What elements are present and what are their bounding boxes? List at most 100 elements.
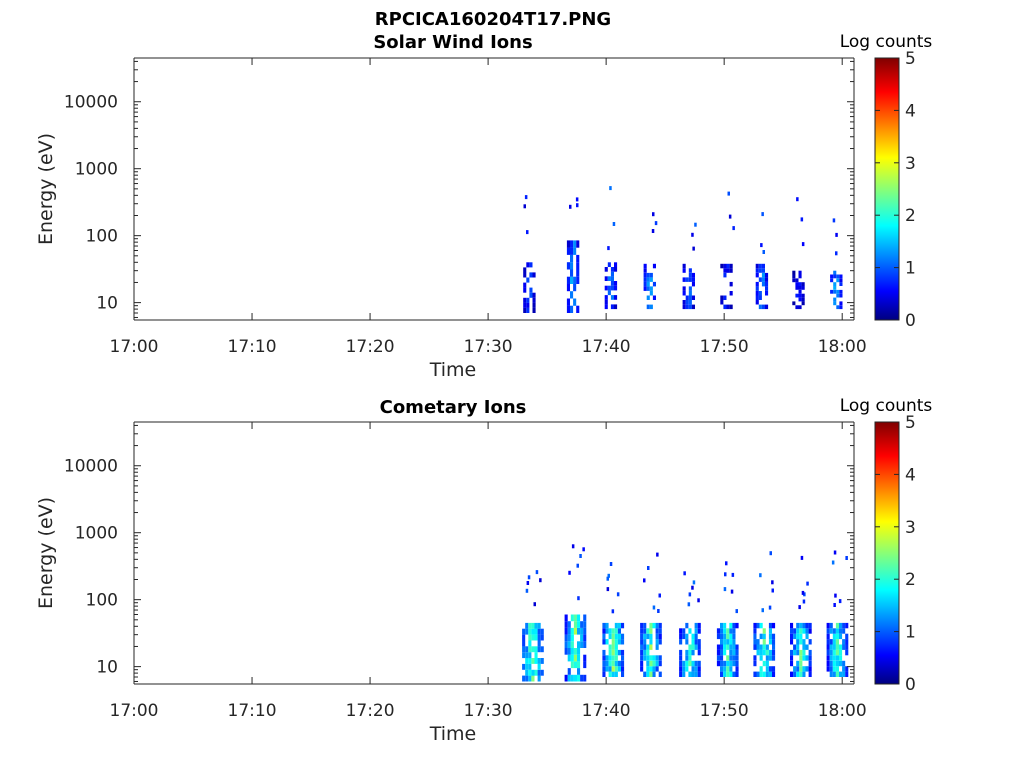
data-cell xyxy=(796,671,800,677)
data-cell xyxy=(529,287,533,293)
data-cell xyxy=(646,633,650,640)
data-cell xyxy=(796,639,800,645)
data-cell xyxy=(697,666,701,672)
data-cell xyxy=(608,628,612,634)
burst xyxy=(792,197,805,310)
data-cell xyxy=(798,270,802,275)
burst xyxy=(522,570,544,682)
data-cell xyxy=(694,671,698,677)
data-cell xyxy=(716,649,720,656)
data-cell xyxy=(606,587,610,592)
data-cell xyxy=(842,622,846,629)
data-cell xyxy=(697,622,701,629)
data-cell xyxy=(566,283,570,292)
data-cell xyxy=(808,671,812,677)
data-cell xyxy=(570,648,574,655)
y-tick-label: 100 xyxy=(86,591,118,611)
colorbar-tick-label: 0 xyxy=(905,311,916,331)
data-cell xyxy=(567,654,571,662)
data-cell xyxy=(839,293,843,298)
data-cell xyxy=(723,628,727,634)
data-cell xyxy=(839,282,843,286)
data-cell xyxy=(691,272,695,278)
data-cell xyxy=(839,633,843,640)
data-cell xyxy=(577,668,581,675)
data-cell xyxy=(758,268,762,273)
data-cell xyxy=(691,585,694,590)
data-cell xyxy=(694,622,698,629)
data-cell xyxy=(762,649,766,656)
data-cell xyxy=(762,644,766,650)
data-cell xyxy=(808,666,812,672)
data-cell xyxy=(835,633,839,640)
data-cell xyxy=(723,295,727,300)
data-cell xyxy=(832,628,836,634)
data-cell xyxy=(772,644,776,650)
data-cell xyxy=(525,663,529,670)
data-cell xyxy=(685,649,689,656)
data-cell xyxy=(573,283,577,292)
data-cell xyxy=(839,649,843,656)
data-cell xyxy=(832,666,836,672)
data-cell xyxy=(768,639,772,645)
data-cell xyxy=(735,609,738,614)
data-cell xyxy=(826,639,830,645)
data-cell xyxy=(790,649,794,656)
data-cell xyxy=(805,622,809,629)
data-cell xyxy=(732,628,736,634)
burst xyxy=(564,544,587,682)
data-cell xyxy=(658,633,662,640)
data-cell xyxy=(694,644,698,650)
panel-title: Solar Wind Ions xyxy=(373,32,532,53)
data-cell xyxy=(570,262,574,270)
data-cell xyxy=(614,267,618,272)
data-cell xyxy=(573,674,577,682)
data-cell xyxy=(826,649,830,656)
data-cell xyxy=(798,282,802,286)
data-cell xyxy=(688,592,692,597)
data-cell xyxy=(577,674,581,682)
data-cell xyxy=(531,628,535,635)
data-cell xyxy=(614,304,618,310)
data-cell xyxy=(805,666,809,672)
data-cell xyxy=(723,263,727,269)
data-cell xyxy=(842,644,846,650)
data-cell xyxy=(801,293,805,298)
data-cell xyxy=(566,247,570,255)
data-cell xyxy=(691,639,695,645)
data-cell xyxy=(640,622,644,629)
data-cell xyxy=(801,286,805,290)
data-cell xyxy=(534,646,538,653)
data-cell xyxy=(640,628,644,634)
data-cell xyxy=(611,609,615,614)
data-cell xyxy=(688,300,692,305)
data-cell xyxy=(761,608,764,613)
data-cell xyxy=(567,641,571,648)
data-cell xyxy=(610,285,614,291)
data-cell xyxy=(649,655,653,661)
data-cell xyxy=(755,286,759,291)
data-cell xyxy=(795,282,799,286)
data-cell xyxy=(580,627,584,635)
data-cell xyxy=(646,671,650,677)
data-cell xyxy=(753,622,757,629)
data-cell xyxy=(796,660,800,667)
data-cell xyxy=(573,247,577,255)
data-cell xyxy=(602,622,606,629)
data-cell xyxy=(646,286,650,291)
data-cell xyxy=(805,628,809,634)
data-cell xyxy=(762,633,766,640)
data-cell xyxy=(735,622,739,629)
data-cell xyxy=(723,644,727,650)
data-cell xyxy=(522,640,526,647)
data-cell xyxy=(762,628,766,634)
data-cell xyxy=(720,300,724,305)
data-cell xyxy=(753,671,757,677)
data-cell xyxy=(605,660,609,667)
data-cell xyxy=(649,286,653,291)
data-cell xyxy=(621,666,625,672)
data-cell xyxy=(697,649,701,656)
data-cell xyxy=(829,622,833,629)
